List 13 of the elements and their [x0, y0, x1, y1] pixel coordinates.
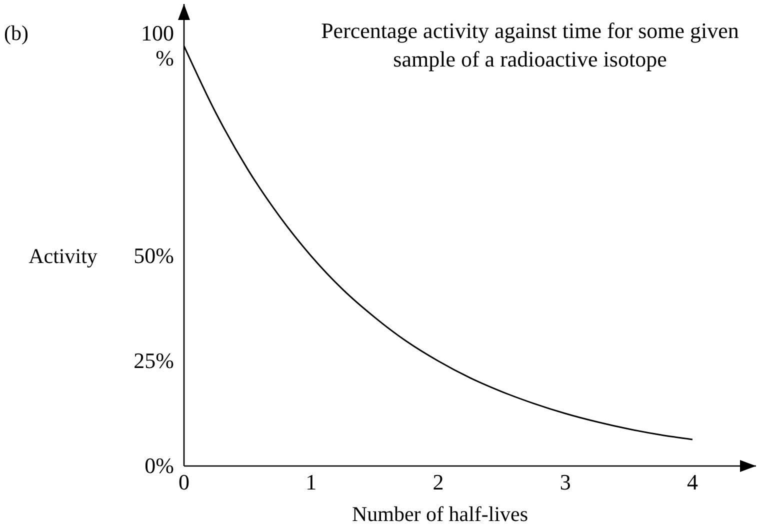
y-tick-label: 100 % — [141, 20, 174, 71]
y-tick-label: 25% — [134, 348, 174, 374]
x-tick-label: 2 — [432, 470, 444, 495]
y-tick-label: 50% — [134, 243, 174, 268]
text: Percentage activity against time for some given sample of a radioactive isotope — [321, 18, 739, 72]
y-axis-title: Activity — [28, 244, 98, 268]
x-tick-label: 4 — [686, 470, 698, 495]
text: (b) — [4, 21, 28, 45]
y-tick-label: 0% — [144, 453, 174, 478]
x-tick-label: 3 — [560, 470, 571, 495]
x-tick-label: 1 — [306, 470, 317, 495]
x-tick-label: 0 — [178, 470, 190, 495]
x-axis-title: Number of half-lives — [352, 502, 528, 526]
